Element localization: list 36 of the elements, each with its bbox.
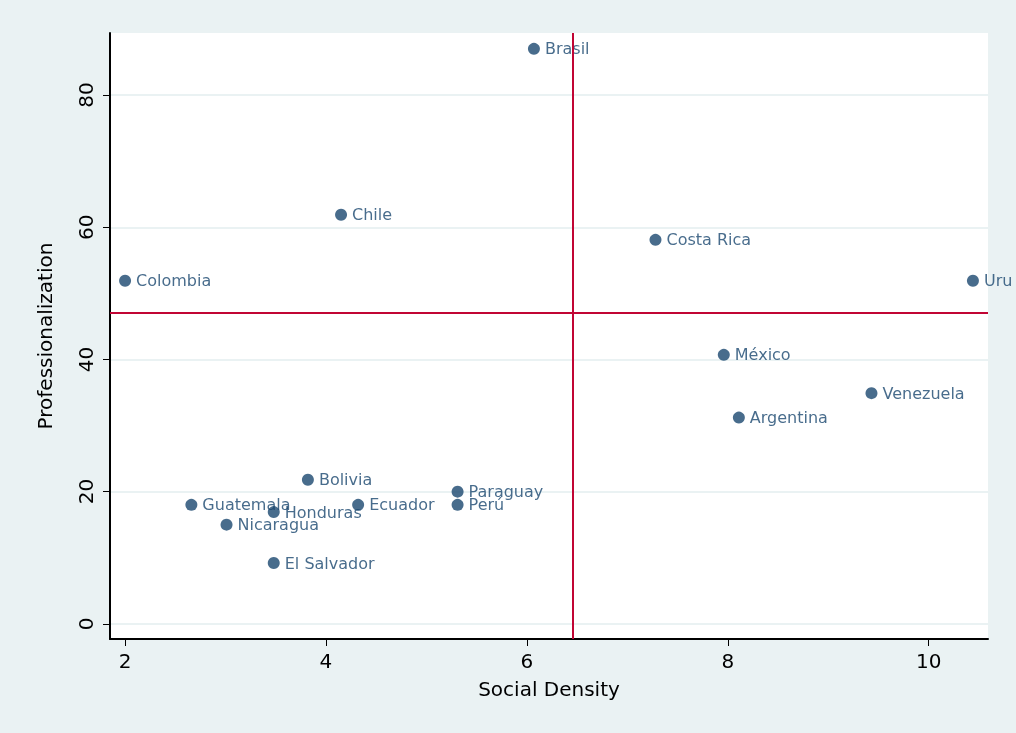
- point: [865, 387, 878, 400]
- series-label: Colombia: [136, 271, 212, 291]
- series-label: Bolivia: [318, 470, 373, 490]
- point: [267, 557, 280, 569]
- series-label: Ecuador: [369, 495, 435, 515]
- y-tick-label: 40: [74, 346, 98, 373]
- point: [966, 274, 979, 287]
- point: [185, 498, 198, 511]
- series-label: Argentina: [749, 408, 828, 428]
- x-tick-label: 10: [916, 649, 942, 673]
- series-label: El Salvador: [284, 553, 376, 573]
- x-tick-label: 2: [118, 649, 132, 673]
- point: [220, 518, 233, 531]
- y-axis-title: Professionalization: [33, 242, 57, 430]
- y-tick-label: 20: [74, 478, 98, 505]
- point: [451, 485, 464, 498]
- x-axis-title: Social Density: [478, 677, 620, 701]
- series-label: Uru: [983, 271, 1013, 291]
- point: [119, 274, 132, 287]
- point: [649, 233, 662, 246]
- x-tick-label: 4: [319, 649, 333, 673]
- point: [527, 42, 540, 55]
- y-tick-label: 0: [74, 617, 98, 631]
- x-tick-label: 8: [721, 649, 735, 673]
- series-label: México: [734, 345, 791, 365]
- point: [732, 411, 745, 424]
- x-tick-label: 6: [520, 649, 534, 673]
- point: [301, 473, 314, 486]
- series-label: Chile: [352, 205, 393, 225]
- y-tick-label: 80: [74, 82, 98, 108]
- y-tick-label: 60: [74, 214, 98, 241]
- point: [717, 348, 730, 361]
- series-label: Costa Rica: [666, 230, 752, 250]
- point: [335, 208, 348, 221]
- point: [451, 498, 464, 511]
- series-label: Venezuela: [882, 383, 965, 403]
